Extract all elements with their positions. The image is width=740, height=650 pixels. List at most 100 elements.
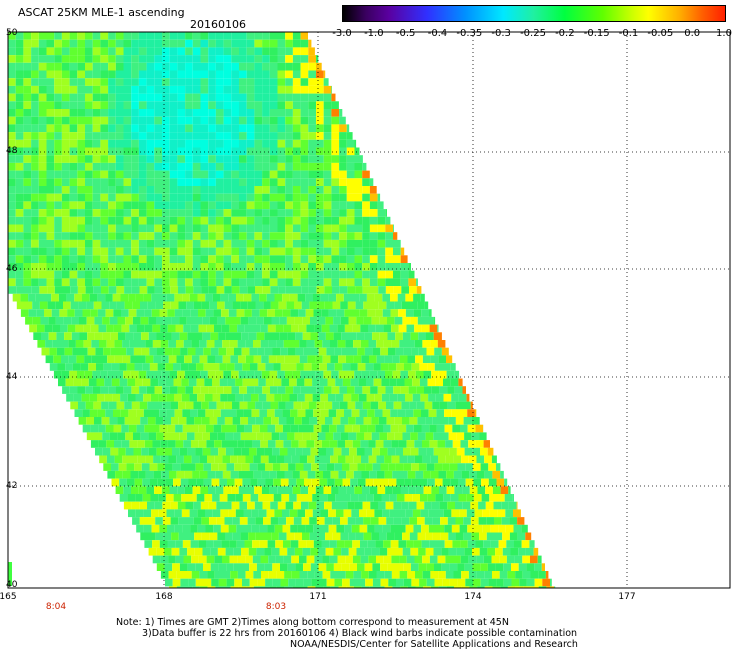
data-cell (144, 324, 153, 333)
data-cell (192, 55, 201, 63)
data-cell (127, 494, 136, 502)
data-cell (362, 401, 371, 410)
data-cell (239, 186, 247, 194)
data-cell (421, 524, 429, 533)
data-cell (339, 224, 347, 233)
data-cell (176, 355, 185, 364)
data-cell (369, 355, 377, 364)
data-cell (405, 393, 413, 402)
data-cell (162, 155, 170, 163)
data-cell (231, 501, 240, 510)
data-cell (210, 347, 219, 356)
data-cell (148, 316, 156, 325)
data-cell (237, 440, 245, 448)
data-cell (312, 494, 320, 502)
data-cell (381, 378, 390, 387)
data-cell (407, 586, 416, 588)
data-cell (54, 247, 62, 256)
data-cell (116, 386, 124, 394)
data-cell (123, 501, 132, 510)
data-cell (283, 324, 291, 333)
data-cell (308, 170, 316, 179)
data-cell (129, 324, 137, 333)
data-cell (339, 401, 348, 410)
data-cell (406, 555, 415, 564)
data-cell (100, 55, 109, 63)
data-cell (223, 247, 232, 256)
data-cell (292, 247, 301, 256)
data-cell (346, 178, 355, 186)
data-cell (236, 409, 244, 417)
data-cell (292, 155, 301, 163)
data-cell (251, 293, 260, 302)
data-cell (23, 55, 32, 63)
data-cell (231, 201, 239, 210)
data-cell (509, 517, 518, 525)
data-cell (92, 201, 101, 210)
data-cell (164, 332, 172, 340)
data-cell (330, 340, 338, 348)
data-cell (198, 324, 207, 333)
data-cell (262, 186, 270, 194)
data-cell (300, 586, 308, 588)
data-cell (140, 432, 149, 441)
data-cell (378, 517, 387, 525)
data-cell (249, 463, 258, 471)
data-cell (168, 355, 177, 364)
data-cell (99, 340, 107, 348)
data-cell (162, 101, 170, 109)
data-cell (277, 370, 285, 379)
data-cell (445, 455, 454, 464)
data-cell (28, 293, 36, 302)
data-cell (146, 47, 155, 56)
data-cell (85, 55, 93, 63)
data-cell (115, 62, 124, 71)
data-cell (323, 170, 332, 179)
data-cell (336, 309, 345, 317)
data-cell (176, 470, 185, 479)
data-cell (92, 155, 101, 163)
data-cell (154, 124, 162, 133)
data-cell (277, 270, 286, 279)
data-cell (387, 332, 396, 340)
data-cell (185, 62, 193, 71)
data-cell (328, 509, 336, 518)
data-cell (240, 301, 248, 310)
data-cell (54, 109, 62, 117)
data-cell (200, 232, 209, 240)
data-cell (193, 401, 202, 410)
data-cell (375, 309, 383, 317)
data-cell (244, 540, 253, 548)
data-cell (138, 247, 147, 256)
data-cell (269, 170, 278, 179)
data-cell (146, 178, 155, 186)
data-cell (223, 85, 232, 94)
data-cell (329, 440, 338, 448)
data-cell (146, 186, 155, 194)
data-cell (146, 124, 155, 133)
data-cell (231, 116, 239, 125)
data-cell (77, 70, 85, 79)
data-cell (292, 62, 301, 71)
data-cell (214, 340, 223, 348)
data-cell (422, 555, 430, 564)
data-cell (163, 432, 172, 441)
data-cell (289, 393, 298, 402)
data-cell (338, 370, 347, 379)
data-cell (215, 278, 224, 287)
data-cell (238, 486, 247, 494)
data-cell (246, 124, 255, 133)
data-cell (264, 547, 272, 556)
data-cell (183, 324, 191, 333)
data-cell (46, 39, 55, 48)
data-cell (199, 340, 207, 348)
data-cell (143, 524, 152, 533)
colorbar-label: -0.3 (491, 28, 511, 39)
data-cell (331, 263, 340, 271)
data-cell (431, 486, 439, 494)
data-cell (250, 363, 258, 371)
data-cell (377, 239, 386, 248)
data-cell (239, 178, 247, 186)
data-cell (92, 139, 101, 148)
data-cell (460, 424, 468, 433)
